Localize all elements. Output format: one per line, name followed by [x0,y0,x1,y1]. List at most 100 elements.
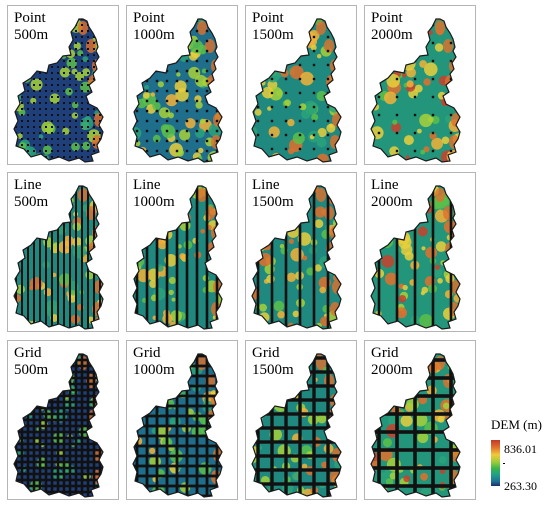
sample-point [99,19,101,20]
terrain-patch [14,60,24,69]
sample-point [33,150,35,152]
sample-point [312,133,316,137]
sample-point [39,90,41,92]
terrain-patch [64,47,69,52]
ridge-highland [324,39,334,53]
sample-point [63,132,65,134]
sample-point [57,90,59,92]
sample-grid-line [133,394,222,398]
sample-grid-line [14,400,103,404]
terrain-patch [386,74,400,88]
sample-point [99,84,101,86]
study-area-boundary [251,353,342,498]
terrain-patch [377,390,383,396]
terrain-patch [48,45,57,54]
sample-point [215,149,219,153]
sample-point [145,79,149,83]
panel-label: Line 1000m [133,177,175,211]
sample-point [185,119,189,123]
sample-point [63,30,65,32]
sample-point [51,138,53,140]
sample-point [33,48,35,50]
terrain-patch [328,355,335,362]
sample-point [340,105,341,109]
sample-point [155,79,159,83]
terrain-patch [319,286,326,294]
map-panel-grid-2000: Grid 2000m [364,340,476,500]
sample-point [15,84,17,86]
terrain-patch [201,68,207,74]
terrain-patch [266,274,275,284]
sample-point [93,156,95,158]
terrain-patch [420,472,428,481]
terrain-patch [294,375,305,386]
ridge-highland [197,21,207,35]
sample-point [81,132,83,134]
terrain-patch [453,293,460,303]
sample-line [175,186,179,329]
sample-point [45,60,47,62]
terrain-patch [166,55,173,62]
sample-point [155,139,159,143]
sample-point [21,126,23,128]
sample-grid-line [133,434,222,438]
sample-grid-line [133,454,222,458]
map-panel-line-2000: Line 2000m [364,172,476,332]
sample-point [81,90,83,92]
sample-point [340,63,341,67]
sample-point [15,120,17,122]
terrain-patch [183,19,190,26]
sample-line [145,186,149,329]
sample-point [81,72,83,74]
sample-point [195,149,199,153]
sample-point [145,109,149,113]
terrain-patch [425,246,438,259]
terrain-patch [41,121,54,134]
terrain-patch [81,141,91,151]
terrain-patch [72,237,83,248]
sample-point [256,161,260,162]
sample-point [93,19,95,20]
terrain-patch [161,124,176,139]
terrain-patch [34,438,40,444]
sample-point [45,102,47,104]
sample-point [51,132,53,134]
terrain-patch [254,108,262,116]
sample-point [33,114,35,116]
sample-point [175,19,179,23]
terrain-patch [403,135,414,146]
terrain-patch [310,44,317,51]
terrain-patch [50,354,62,362]
sample-point [395,149,399,153]
sample-point [51,108,53,110]
sample-point [105,30,107,32]
sample-point [51,156,53,158]
terrain-patch [30,78,43,91]
sample-point [27,102,29,104]
terrain-patch [301,192,307,197]
sample-point [99,72,101,74]
terrain-patch [431,137,443,150]
sample-point [39,78,41,80]
sample-point [45,96,47,98]
sample-point [81,42,83,44]
sample-point [63,102,65,104]
terrain-patch [402,73,407,78]
terrain-patch [421,286,429,294]
sample-point [63,42,65,44]
terrain-patch [18,386,24,393]
sampling-method: Grid [133,345,161,361]
sample-point [175,129,179,133]
sample-point [81,30,83,32]
sample-point [195,119,199,123]
sample-point [93,120,95,122]
map-panel-point-1500: Point 1500m [245,5,357,165]
sample-point [27,84,29,86]
sample-point [69,126,71,128]
terrain-patch [384,91,397,105]
terrain-patch [62,363,69,370]
terrain-patch [290,248,304,262]
terrain-patch [65,364,72,371]
sample-point [51,84,53,86]
sample-point [185,19,189,23]
